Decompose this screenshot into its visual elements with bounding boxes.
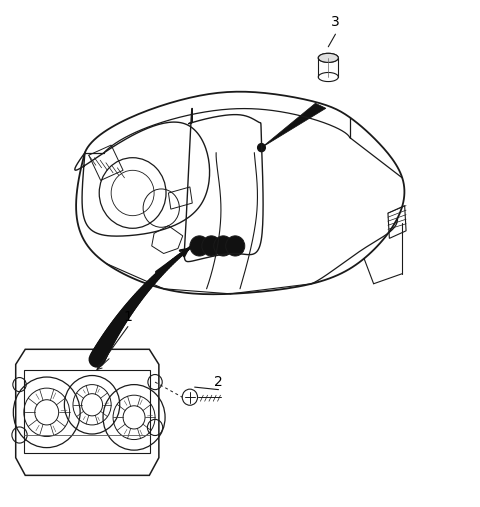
Circle shape bbox=[226, 236, 245, 256]
Text: 3: 3 bbox=[331, 15, 340, 28]
Circle shape bbox=[202, 236, 221, 256]
Circle shape bbox=[190, 236, 209, 256]
Text: 1: 1 bbox=[123, 310, 132, 323]
Text: 2: 2 bbox=[214, 375, 223, 389]
Circle shape bbox=[214, 236, 233, 256]
Polygon shape bbox=[262, 103, 326, 148]
Ellipse shape bbox=[318, 53, 338, 62]
Circle shape bbox=[258, 143, 265, 152]
